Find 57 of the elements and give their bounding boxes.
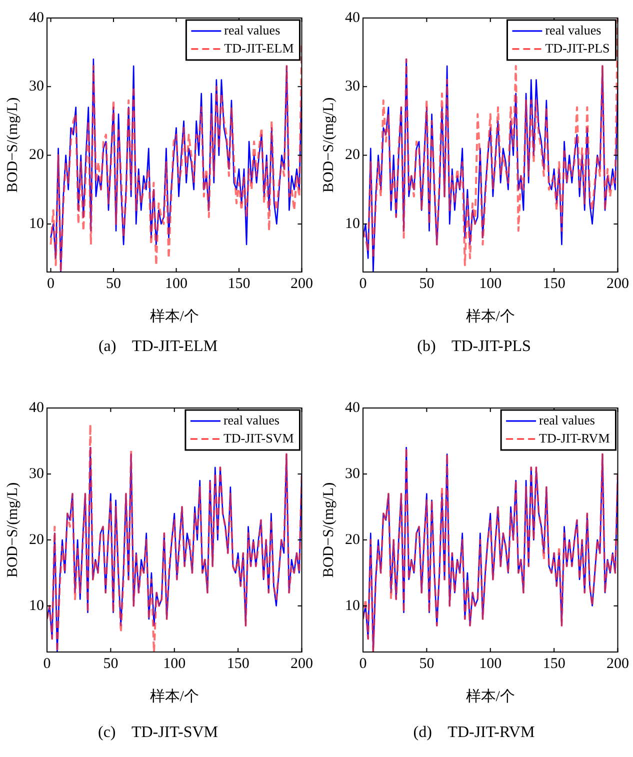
x-tick-label: 0 xyxy=(359,276,367,292)
y-tick-label: 40 xyxy=(345,400,360,416)
y-tick-label: 30 xyxy=(345,466,360,482)
x-tick-label: 100 xyxy=(479,276,502,292)
x-axis-title: 样本/个 xyxy=(466,688,515,705)
x-tick-label: 50 xyxy=(419,656,434,672)
text: (b) TD-JIT-PLS xyxy=(416,338,532,356)
legend-label: TD-JIT-SVM xyxy=(223,430,294,446)
legend-label: TD-JIT-PLS xyxy=(545,40,610,56)
y-tick-label: 10 xyxy=(345,598,360,614)
y-tick-label: 30 xyxy=(29,78,44,95)
x-tick-label: 150 xyxy=(542,276,566,292)
x-tick-label: 200 xyxy=(290,276,313,292)
y-tick-label: 10 xyxy=(29,598,44,614)
y-axis-title: BOD−S/(mg/L) xyxy=(4,97,21,193)
y-tick-label: 10 xyxy=(29,216,44,232)
legend-label: real values xyxy=(223,412,280,428)
legend-label: TD-JIT-ELM xyxy=(224,40,294,56)
x-axis-title: 样本/个 xyxy=(150,688,199,705)
x-tick-label: 200 xyxy=(290,656,313,672)
y-axis-title: BOD−S/(mg/L) xyxy=(4,482,21,578)
x-tick-label: 100 xyxy=(165,276,188,292)
text: (a) TD-JIT-ELM xyxy=(97,338,219,356)
x-axis-title: 样本/个 xyxy=(466,308,515,325)
x-tick-label: 0 xyxy=(359,656,367,672)
y-tick-label: 20 xyxy=(345,147,360,164)
y-tick-label: 10 xyxy=(345,216,360,232)
x-tick-label: 200 xyxy=(606,656,629,672)
y-axis-title: BOD−S/(mg/L) xyxy=(320,97,337,193)
legend-label: real values xyxy=(545,22,602,38)
x-axis-title: 样本/个 xyxy=(150,308,199,325)
y-tick-label: 30 xyxy=(29,466,44,482)
x-tick-label: 0 xyxy=(47,276,55,292)
y-tick-label: 20 xyxy=(345,532,360,548)
x-tick-label: 150 xyxy=(226,656,250,672)
x-tick-label: 50 xyxy=(103,656,118,672)
x-tick-label: 50 xyxy=(419,276,434,292)
text: (c) TD-JIT-SVM xyxy=(97,724,219,742)
x-tick-label: 200 xyxy=(606,276,629,292)
legend-label: TD-JIT-RVM xyxy=(539,430,610,446)
legend-label: real values xyxy=(224,22,280,38)
x-tick-label: 100 xyxy=(479,656,502,672)
text: (d) TD-JIT-RVM xyxy=(412,724,536,742)
legend-label: real values xyxy=(539,412,596,428)
x-tick-label: 150 xyxy=(228,276,250,292)
x-tick-label: 150 xyxy=(542,656,566,672)
x-tick-label: 100 xyxy=(163,656,186,672)
line-series xyxy=(363,18,618,266)
y-tick-label: 40 xyxy=(29,400,44,416)
y-tick-label: 30 xyxy=(345,78,360,95)
x-tick-label: 50 xyxy=(106,276,122,292)
y-tick-label: 40 xyxy=(29,10,44,26)
y-tick-label: 40 xyxy=(345,10,360,26)
x-tick-label: 0 xyxy=(43,656,51,672)
y-axis-title: BOD−S/(mg/L) xyxy=(320,482,337,578)
y-tick-label: 20 xyxy=(29,532,44,548)
y-tick-label: 20 xyxy=(29,147,44,164)
